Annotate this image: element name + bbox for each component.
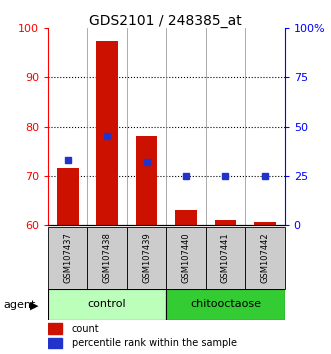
Text: GDS2101 / 248385_at: GDS2101 / 248385_at (89, 14, 242, 28)
Text: ▶: ▶ (30, 300, 38, 310)
FancyBboxPatch shape (48, 289, 166, 320)
Text: chitooctaose: chitooctaose (190, 299, 261, 309)
Bar (48, 324, 62, 333)
Bar (57, 168, 78, 225)
Bar (175, 210, 197, 225)
Bar (48, 338, 62, 348)
Text: GSM107438: GSM107438 (103, 232, 112, 283)
Text: GSM107441: GSM107441 (221, 232, 230, 283)
Bar (214, 220, 236, 225)
Text: GSM107437: GSM107437 (63, 232, 72, 283)
FancyBboxPatch shape (206, 227, 245, 289)
Text: GSM107439: GSM107439 (142, 232, 151, 283)
FancyBboxPatch shape (87, 227, 127, 289)
Text: percentile rank within the sample: percentile rank within the sample (71, 338, 237, 348)
FancyBboxPatch shape (166, 289, 285, 320)
Bar (136, 136, 158, 225)
Text: control: control (88, 299, 126, 309)
Text: GSM107442: GSM107442 (260, 232, 269, 283)
FancyBboxPatch shape (48, 227, 87, 289)
Bar (96, 41, 118, 225)
Text: count: count (71, 324, 99, 334)
FancyBboxPatch shape (166, 227, 206, 289)
FancyBboxPatch shape (127, 227, 166, 289)
FancyBboxPatch shape (245, 227, 285, 289)
Text: agent: agent (3, 300, 36, 310)
Text: GSM107440: GSM107440 (181, 232, 191, 283)
Bar (254, 222, 276, 225)
